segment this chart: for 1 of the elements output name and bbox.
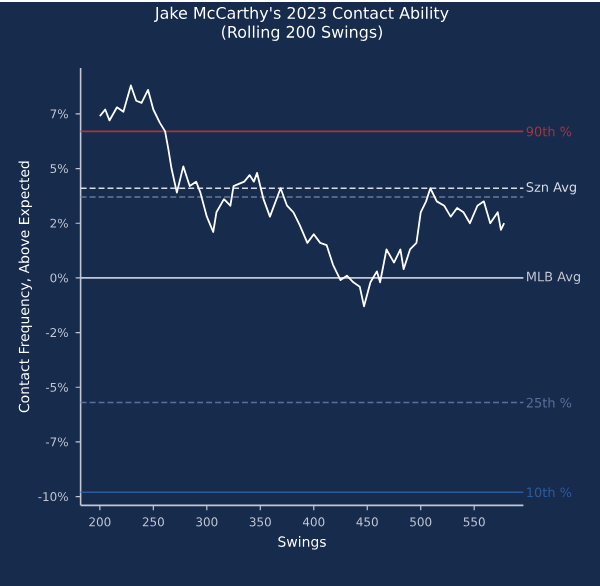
- line-series: [98, 84, 506, 308]
